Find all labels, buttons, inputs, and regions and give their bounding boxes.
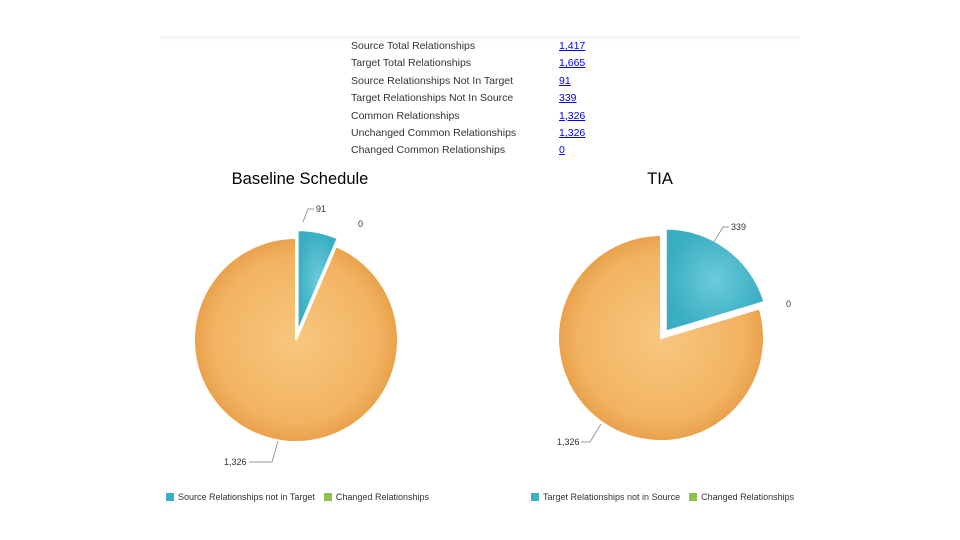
summary-value-link[interactable]: 91 — [559, 74, 571, 87]
summary-value-link[interactable]: 1,326 — [559, 126, 586, 139]
summary-label: Common Relationships — [351, 109, 460, 122]
summary-label: Target Relationships Not In Source — [351, 92, 514, 105]
legend-swatch — [689, 493, 698, 501]
summary-value-link[interactable]: 1,665 — [559, 57, 586, 70]
legend-label: Source Relationships not in Target — [178, 492, 315, 502]
summary-value-link[interactable]: 0 — [559, 144, 565, 157]
legend-item[interactable]: Changed Relationships — [323, 492, 429, 502]
legend-label: Changed Relationships — [335, 492, 429, 502]
pie-slice — [664, 227, 766, 333]
data-label: 0 — [786, 299, 791, 309]
chart-title-baseline: Baseline Schedule — [231, 170, 369, 188]
summary-label: Changed Common Relationships — [351, 144, 506, 157]
legend-tia: Target Relationships not in Source Chang… — [531, 492, 803, 502]
summary-label: Unchanged Common Relationships — [351, 126, 517, 139]
data-label: 1,326 — [224, 457, 247, 467]
legend-item[interactable]: Changed Relationships — [689, 492, 794, 502]
legend-baseline: Source Relationships not in Target Chang… — [166, 492, 438, 502]
data-label: 0 — [358, 219, 363, 229]
summary-label: Source Relationships Not In Target — [351, 74, 514, 87]
summary-divider — [160, 36, 800, 42]
legend-item[interactable]: Target Relationships not in Source — [531, 492, 680, 502]
data-label-leader — [713, 226, 729, 243]
pie-slice — [193, 236, 399, 443]
legend-swatch — [531, 493, 539, 501]
pie-slice — [557, 233, 765, 442]
legend-swatch — [166, 493, 174, 501]
data-label: 339 — [731, 222, 746, 232]
summary-value-link[interactable]: 339 — [559, 92, 577, 105]
data-label: 91 — [316, 204, 326, 214]
data-label: 1,326 — [557, 437, 580, 447]
data-label-leader — [581, 423, 602, 443]
legend-label: Target Relationships not in Source — [543, 492, 681, 502]
legend-label: Changed Relationships — [701, 492, 795, 502]
pie-slice — [296, 229, 339, 333]
legend-item[interactable]: Source Relationships not in Target — [166, 492, 315, 502]
chart-title-tia: TIA — [647, 170, 673, 188]
summary-value-link[interactable]: 1,417 — [559, 40, 586, 52]
legend-swatch — [323, 493, 332, 501]
summary-value-link[interactable]: 1,326 — [559, 109, 586, 122]
summary-label: Source Total Relationships — [351, 40, 476, 52]
data-label-leader — [249, 440, 279, 463]
summary-label: Target Total Relationships — [351, 57, 472, 70]
data-label-leader — [302, 208, 314, 223]
